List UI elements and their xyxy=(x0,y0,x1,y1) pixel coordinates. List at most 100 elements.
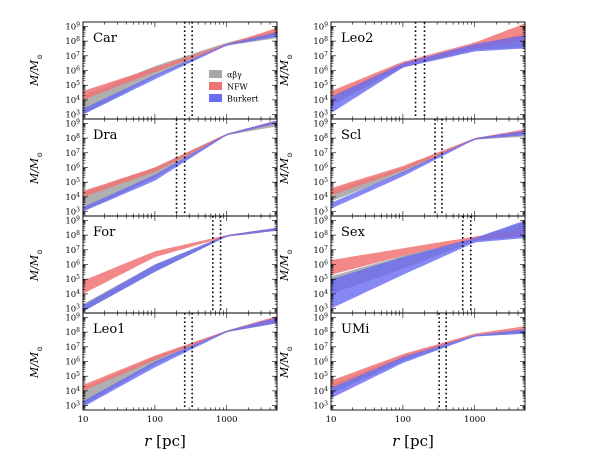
plot-area xyxy=(83,22,277,119)
legend: αβγ NFW Burkert xyxy=(209,70,259,104)
y-tick-label: 104 xyxy=(65,191,80,203)
panel-label: Car xyxy=(93,31,118,46)
y-tick-label: 104 xyxy=(65,288,80,300)
y-tick-label: 108 xyxy=(65,133,80,145)
band-burkert xyxy=(83,317,277,408)
band-nfw xyxy=(83,27,277,100)
x-axis-label-right: r [pc] xyxy=(392,432,434,450)
y-tick-label: 108 xyxy=(65,327,80,339)
x-axis-label-left: r [pc] xyxy=(144,432,186,450)
y-tick-label: 108 xyxy=(313,327,328,339)
y-tick-label: 104 xyxy=(313,288,328,300)
y-tick-label: 105 xyxy=(65,177,80,189)
y-tick-label: 106 xyxy=(65,162,80,174)
y-tick-label: 106 xyxy=(313,162,328,174)
y-tick-label: 108 xyxy=(313,133,328,145)
y-axis-label-left-1: M/M⊙ xyxy=(28,54,44,87)
y-tick-label: 108 xyxy=(313,230,328,242)
y-tick-label: 109 xyxy=(313,21,328,32)
plot-area xyxy=(331,216,525,313)
y-tick-label: 105 xyxy=(65,371,80,383)
y-axis-label-right-2: M/M⊙ xyxy=(278,152,294,185)
y-tick-label: 109 xyxy=(65,312,80,324)
y-tick-label: 107 xyxy=(313,50,328,62)
y-tick-label: 109 xyxy=(313,215,328,227)
plot-area xyxy=(83,216,277,313)
y-tick-label: 106 xyxy=(65,65,80,77)
y-tick-label: 108 xyxy=(65,36,80,48)
y-tick-label: 105 xyxy=(313,274,328,286)
band-nfw xyxy=(331,23,525,100)
y-tick-label: 104 xyxy=(65,94,80,106)
band-burkert xyxy=(331,329,525,399)
y-tick-label: 107 xyxy=(65,341,80,353)
panels-group: 103104105106107108109CarαβγNFWBurkert103… xyxy=(65,21,526,425)
y-axis-label-left-2: M/M⊙ xyxy=(28,152,44,185)
band-burkert xyxy=(83,120,277,212)
y-axis-label-right-4: M/M⊙ xyxy=(278,346,294,379)
x-tick-label: 100 xyxy=(395,415,411,425)
y-tick-label: 109 xyxy=(313,118,328,130)
panel-label: Scl xyxy=(341,128,361,143)
y-tick-label: 105 xyxy=(313,371,328,383)
y-tick-label: 109 xyxy=(65,21,80,32)
y-tick-label: 103 xyxy=(313,400,328,412)
panel-leo1: 103 104 105 106 107 108 109 Leo1 10 100 1000 xyxy=(65,312,278,425)
y-tick-label: 103 xyxy=(313,206,328,218)
y-tick-label: 103 xyxy=(65,206,80,218)
y-tick-label: 109 xyxy=(65,215,80,227)
plot-area xyxy=(331,119,525,216)
legend-swatch xyxy=(209,70,222,78)
plot-area xyxy=(83,313,277,410)
panel-sex: 103 104 105 106 107 108 109 Sex xyxy=(313,215,526,315)
panel-dra: 103 104 105 106 107 108 109 Dra xyxy=(65,118,278,218)
panel-label: Sex xyxy=(341,225,366,240)
plot-area xyxy=(83,119,277,216)
y-axis-label-left-3: M/M⊙ xyxy=(28,249,44,282)
y-tick-label: 104 xyxy=(313,191,328,203)
y-tick-label: 103 xyxy=(65,109,80,121)
y-axis-labels: M/M⊙ M/M⊙ M/M⊙ M/M⊙ M/M⊙ M/M⊙ M/M⊙ M/M⊙ xyxy=(28,54,294,379)
band-nfw xyxy=(83,120,277,197)
y-tick-label: 107 xyxy=(65,147,80,159)
y-tick-label: 106 xyxy=(65,356,80,368)
y-tick-label: 105 xyxy=(65,80,80,92)
y-tick-label: 107 xyxy=(313,244,328,256)
panel-label: Leo2 xyxy=(341,31,373,46)
panel-car: 103 104 105 106 107 108 109 Car αβγ NFW Burkert xyxy=(65,21,278,121)
y-tick-label: 103 xyxy=(65,303,80,315)
y-tick-label: 105 xyxy=(313,80,328,92)
x-tick-label: 100 xyxy=(147,415,163,425)
y-tick-label: 109 xyxy=(65,118,80,130)
panel-label: UMi xyxy=(341,322,369,337)
legend-label: Burkert xyxy=(227,95,259,104)
panel-scl: 103 104 105 106 107 108 109 Scl xyxy=(313,118,526,218)
x-tick-label: 10 xyxy=(326,415,337,425)
y-tick-label: 104 xyxy=(313,94,328,106)
legend-swatch xyxy=(209,94,222,102)
x-tick-label: 10 xyxy=(78,415,89,425)
y-tick-label: 105 xyxy=(65,274,80,286)
y-tick-label: 106 xyxy=(313,356,328,368)
y-tick-label: 106 xyxy=(313,259,328,271)
legend-swatch xyxy=(209,82,222,90)
y-tick-label: 108 xyxy=(313,36,328,48)
band-abg xyxy=(331,329,525,394)
y-tick-label: 103 xyxy=(65,400,80,412)
x-tick-label: 1000 xyxy=(464,415,486,425)
panel-label: For xyxy=(93,225,116,240)
y-tick-label: 103 xyxy=(313,109,328,121)
legend-label: αβγ xyxy=(227,71,242,80)
panel-leo2: 103 104 105 106 107 108 109 Leo2 xyxy=(313,21,526,121)
y-tick-label: 107 xyxy=(65,244,80,256)
legend-label: NFW xyxy=(227,83,249,92)
y-axis-label-left-4: M/M⊙ xyxy=(28,346,44,379)
y-axis-label-right-1: M/M⊙ xyxy=(278,54,294,87)
y-tick-label: 103 xyxy=(313,303,328,315)
band-burkert xyxy=(331,220,525,309)
y-tick-label: 109 xyxy=(313,312,328,324)
y-tick-label: 107 xyxy=(65,50,80,62)
panel-label: Dra xyxy=(93,128,118,143)
band-burkert xyxy=(331,35,525,114)
